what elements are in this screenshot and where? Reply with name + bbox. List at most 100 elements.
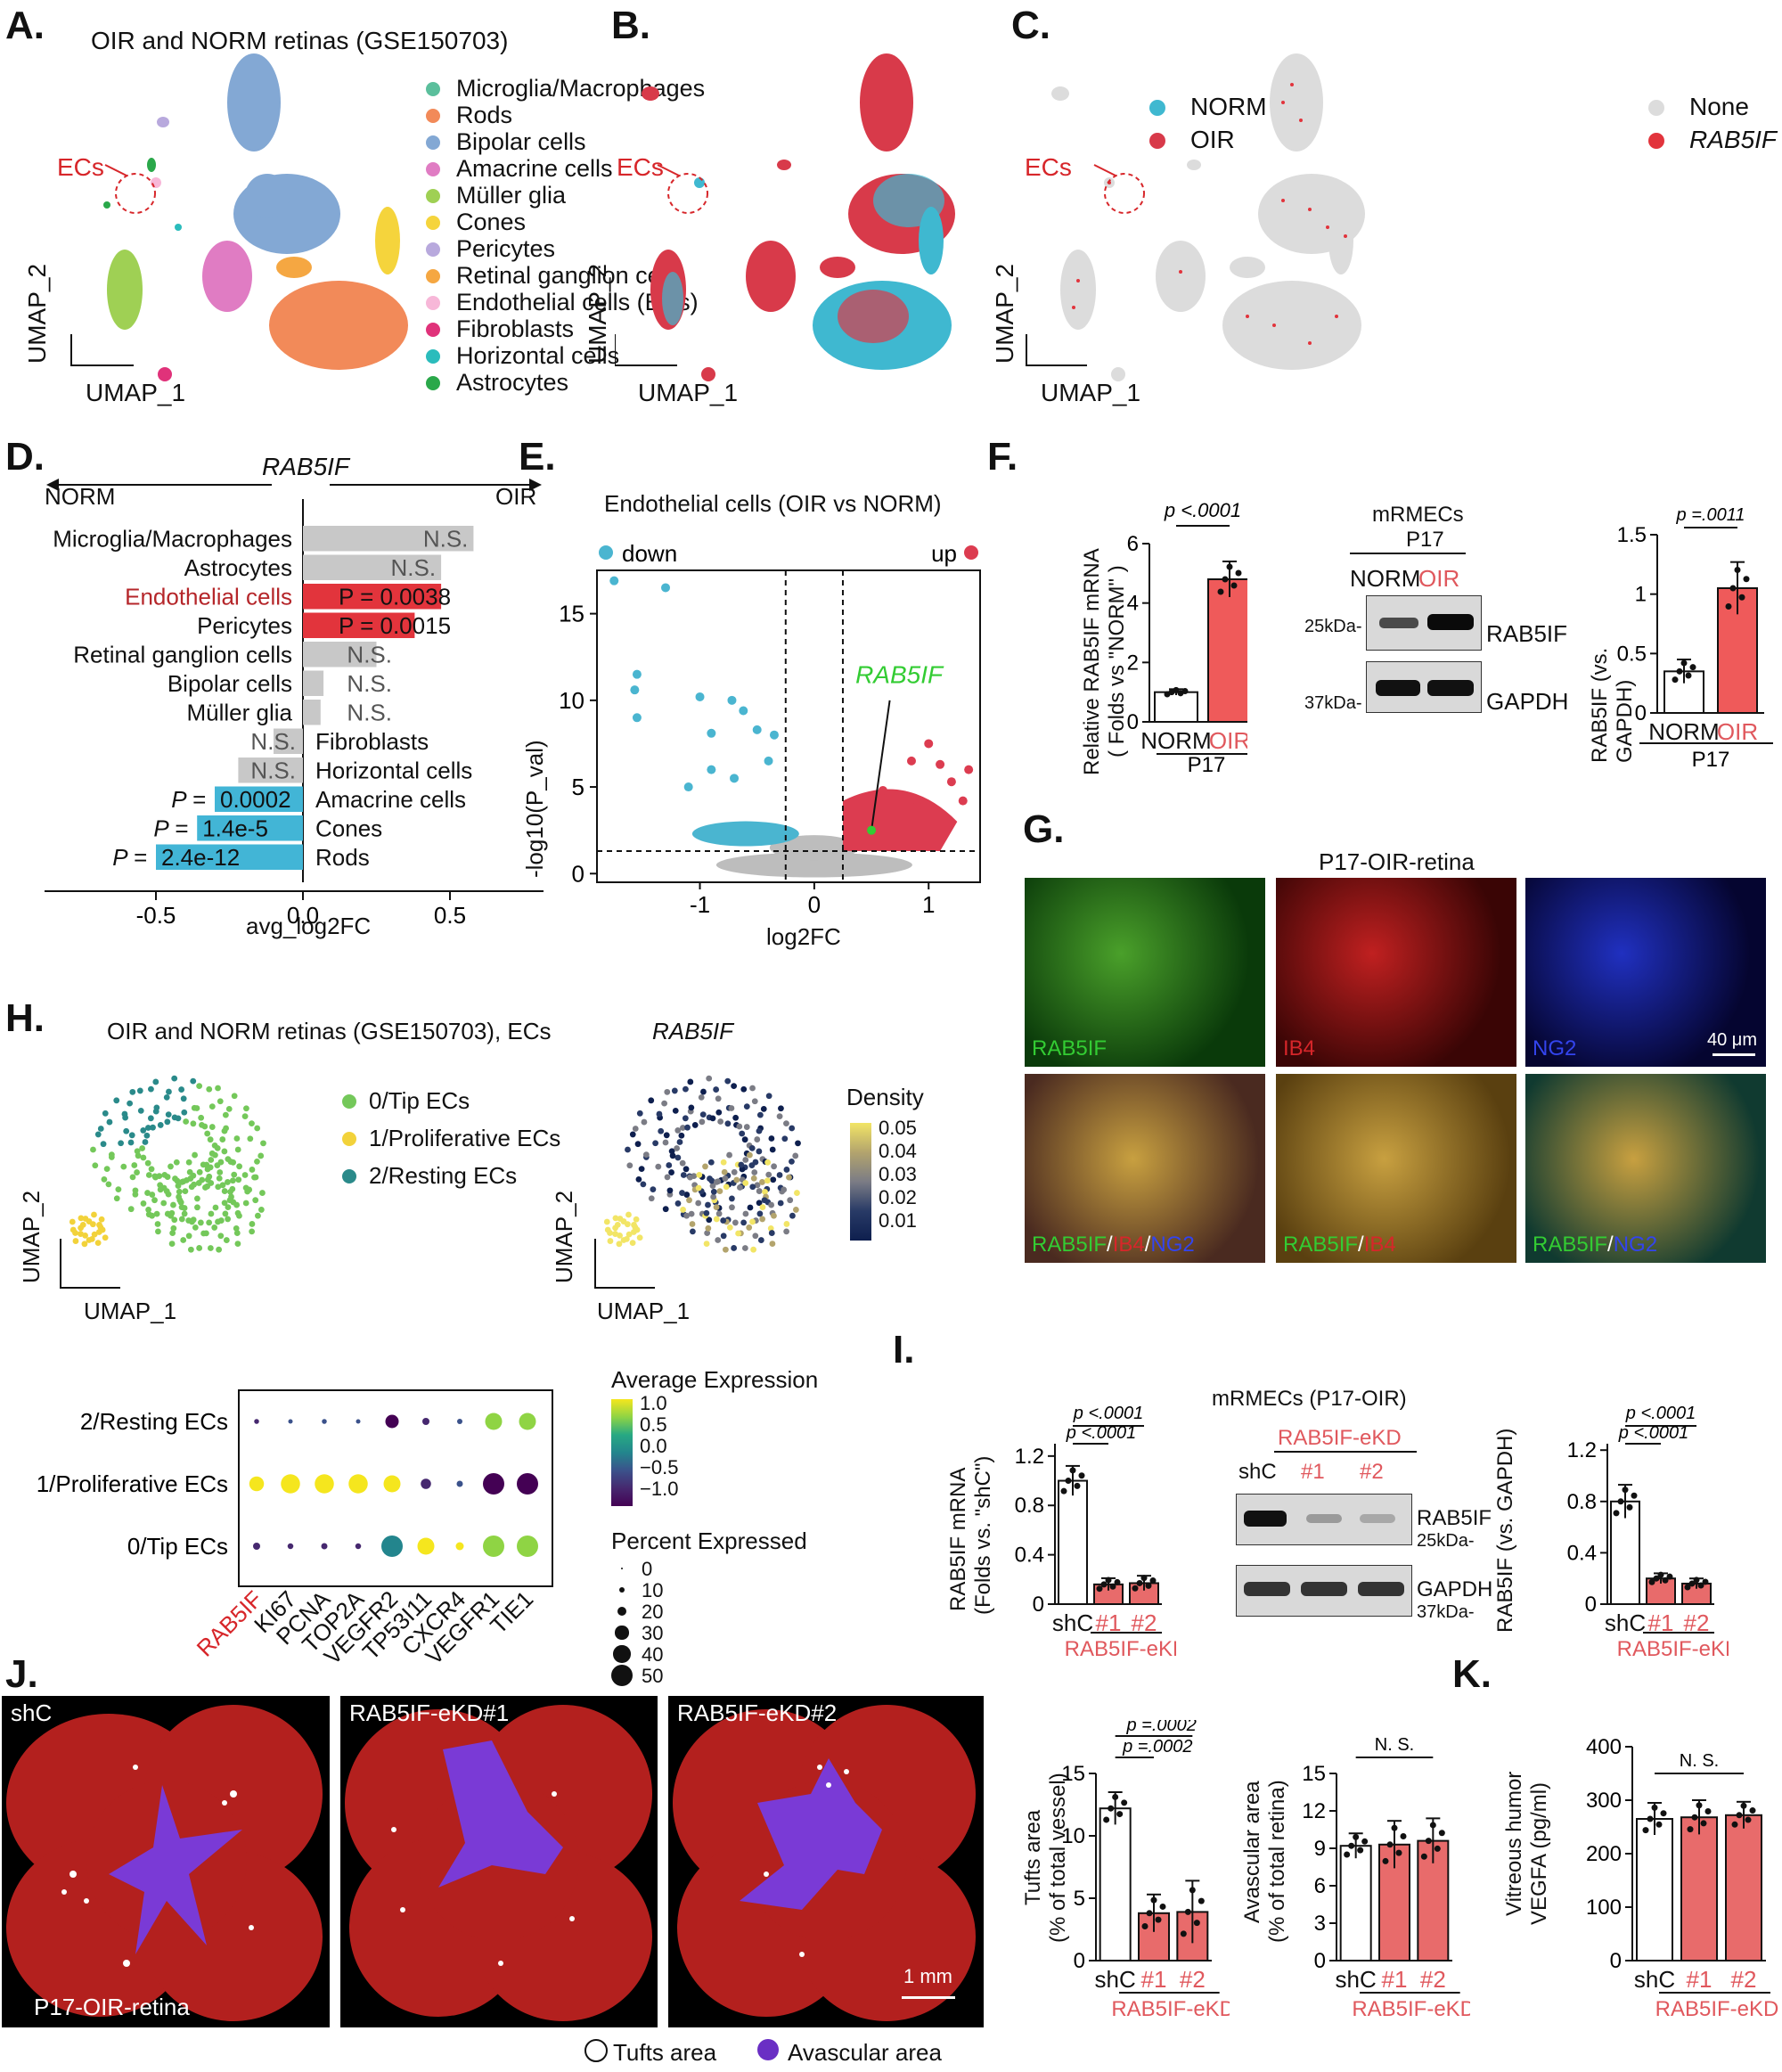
h-umap-point (171, 1075, 178, 1082)
h-density-point (669, 1152, 676, 1159)
j1-bar (1099, 1807, 1132, 1961)
d-pvalue-label: P = 0.0038 (339, 584, 451, 610)
f2-y-tick-label: 0.5 (1617, 642, 1647, 666)
h-density-point (604, 1226, 611, 1233)
f2-y-tick-label: 1 (1635, 583, 1647, 607)
j2-y-tick-label: 6 (1314, 1874, 1326, 1898)
j2-data-point (1400, 1832, 1407, 1839)
d-bar (303, 670, 324, 696)
f1-p17: P17 (1188, 753, 1226, 775)
h-umap-point (180, 1237, 187, 1243)
f1-data-point (1230, 582, 1238, 589)
i-ylabel1b: (Folds vs. "shC") (971, 1455, 995, 1615)
h-density-point (629, 1240, 636, 1246)
merged-label-part: RAB5IF (1533, 1233, 1608, 1257)
panel-label-g: G. (1023, 807, 1065, 851)
e-up-point (912, 801, 922, 811)
h-density-point (672, 1107, 679, 1114)
i2-data-point (1684, 1584, 1691, 1591)
legend-a-label: Rods (456, 102, 513, 128)
h-density-point (683, 1085, 689, 1093)
d-x-tick-label: -0.5 (136, 902, 176, 929)
d-category-label: Astrocytes (184, 554, 292, 581)
k-bar (1725, 1814, 1762, 1961)
f2-p17: P17 (1692, 748, 1730, 772)
h-density-point (760, 1105, 767, 1112)
f2-data-point (1738, 594, 1745, 601)
i1-bar (1058, 1479, 1088, 1605)
h-density-point (715, 1095, 722, 1102)
k-data-point (1651, 1804, 1658, 1811)
h-umap-point (230, 1159, 237, 1166)
h-umap-point (129, 1088, 136, 1095)
h-umap-point (206, 1219, 213, 1226)
umap-b-clusters (642, 53, 955, 381)
h-umap-point (235, 1176, 242, 1183)
j2-data-point (1391, 1824, 1398, 1831)
e-y-tick-label: 0 (572, 860, 584, 887)
h-umap-point (86, 1237, 93, 1243)
panel-label-b: B. (611, 4, 650, 47)
h-umap-point (100, 1141, 107, 1148)
k-data-point (1749, 1807, 1756, 1814)
scale-bar-40um (1713, 1053, 1755, 1056)
j1-y-tick-label: 15 (1061, 1762, 1085, 1786)
h-umap-point (249, 1221, 256, 1227)
h-density-point (724, 1120, 732, 1127)
j1-data-point (1112, 1793, 1119, 1800)
h-umap-point (229, 1177, 236, 1184)
j1-data-point (1150, 1896, 1157, 1904)
f1-data-point (1226, 563, 1233, 570)
h-umap-point (181, 1109, 188, 1116)
h-umap-point (157, 1122, 164, 1128)
k-data-point (1745, 1816, 1752, 1823)
umap-b-plot (615, 53, 955, 381)
legend-c-dot (1648, 133, 1664, 149)
h-umap-point (176, 1193, 183, 1200)
blot-i-title: mRMECs (P17-OIR) (1212, 1387, 1407, 1411)
h-umap-point (98, 1216, 105, 1223)
bar-chart-j1: 0 5 10 15 shC #1 #2 p =.0002 p =.0002 RAB5IF-eKD (1061, 1720, 1230, 2021)
h-umap-point (102, 1110, 109, 1117)
h-umap-point (246, 1186, 253, 1193)
i2-data-point (1613, 1510, 1620, 1517)
e-down-point (695, 692, 705, 701)
ecs-highlight-circle (115, 173, 156, 214)
scale-bar-1mm (902, 1996, 955, 1999)
i2-group-label: RAB5IF-eKD (1617, 1637, 1729, 1658)
h-density-point (699, 1118, 706, 1126)
h-umap-point (118, 1140, 125, 1147)
h-density-point (761, 1197, 768, 1204)
i2-y-tick-label: 0.8 (1567, 1490, 1597, 1514)
panel-label-a: A. (5, 4, 45, 47)
h-umap-point (176, 1188, 183, 1195)
h-density-point (789, 1125, 796, 1132)
h-umap-point (121, 1110, 128, 1118)
h-umap-point (161, 1171, 168, 1178)
j1-data-point (1198, 1897, 1205, 1904)
h-density-point (676, 1139, 683, 1145)
e-y-tick-label: 15 (559, 601, 584, 627)
d-category-label: Endothelial cells (125, 584, 292, 610)
legend-a-label: Astrocytes (456, 369, 569, 396)
h-density-point (686, 1197, 692, 1204)
h-density-point (783, 1228, 790, 1235)
f2-data-point (1725, 603, 1732, 610)
f-kda25: 25kDa- (1304, 617, 1362, 636)
k-data-point (1655, 1821, 1663, 1828)
h-umap-point (255, 1212, 261, 1219)
h-density-point (749, 1183, 756, 1191)
micrograph-ng2: NG2 40 μm (1525, 878, 1766, 1067)
e-x-tick-label: 1 (922, 891, 935, 918)
f2-pvalue: p =.0011 (1676, 508, 1745, 525)
merged-micrograph: RAB5IF/IB4/NG2 (1025, 1074, 1265, 1263)
d-ns-label: N.S. (423, 526, 469, 553)
h-density-point (742, 1157, 749, 1163)
e-down-point (632, 713, 642, 723)
h-density-point (728, 1105, 735, 1111)
h-density-point (635, 1175, 642, 1183)
legend-b-dot (1149, 133, 1165, 149)
